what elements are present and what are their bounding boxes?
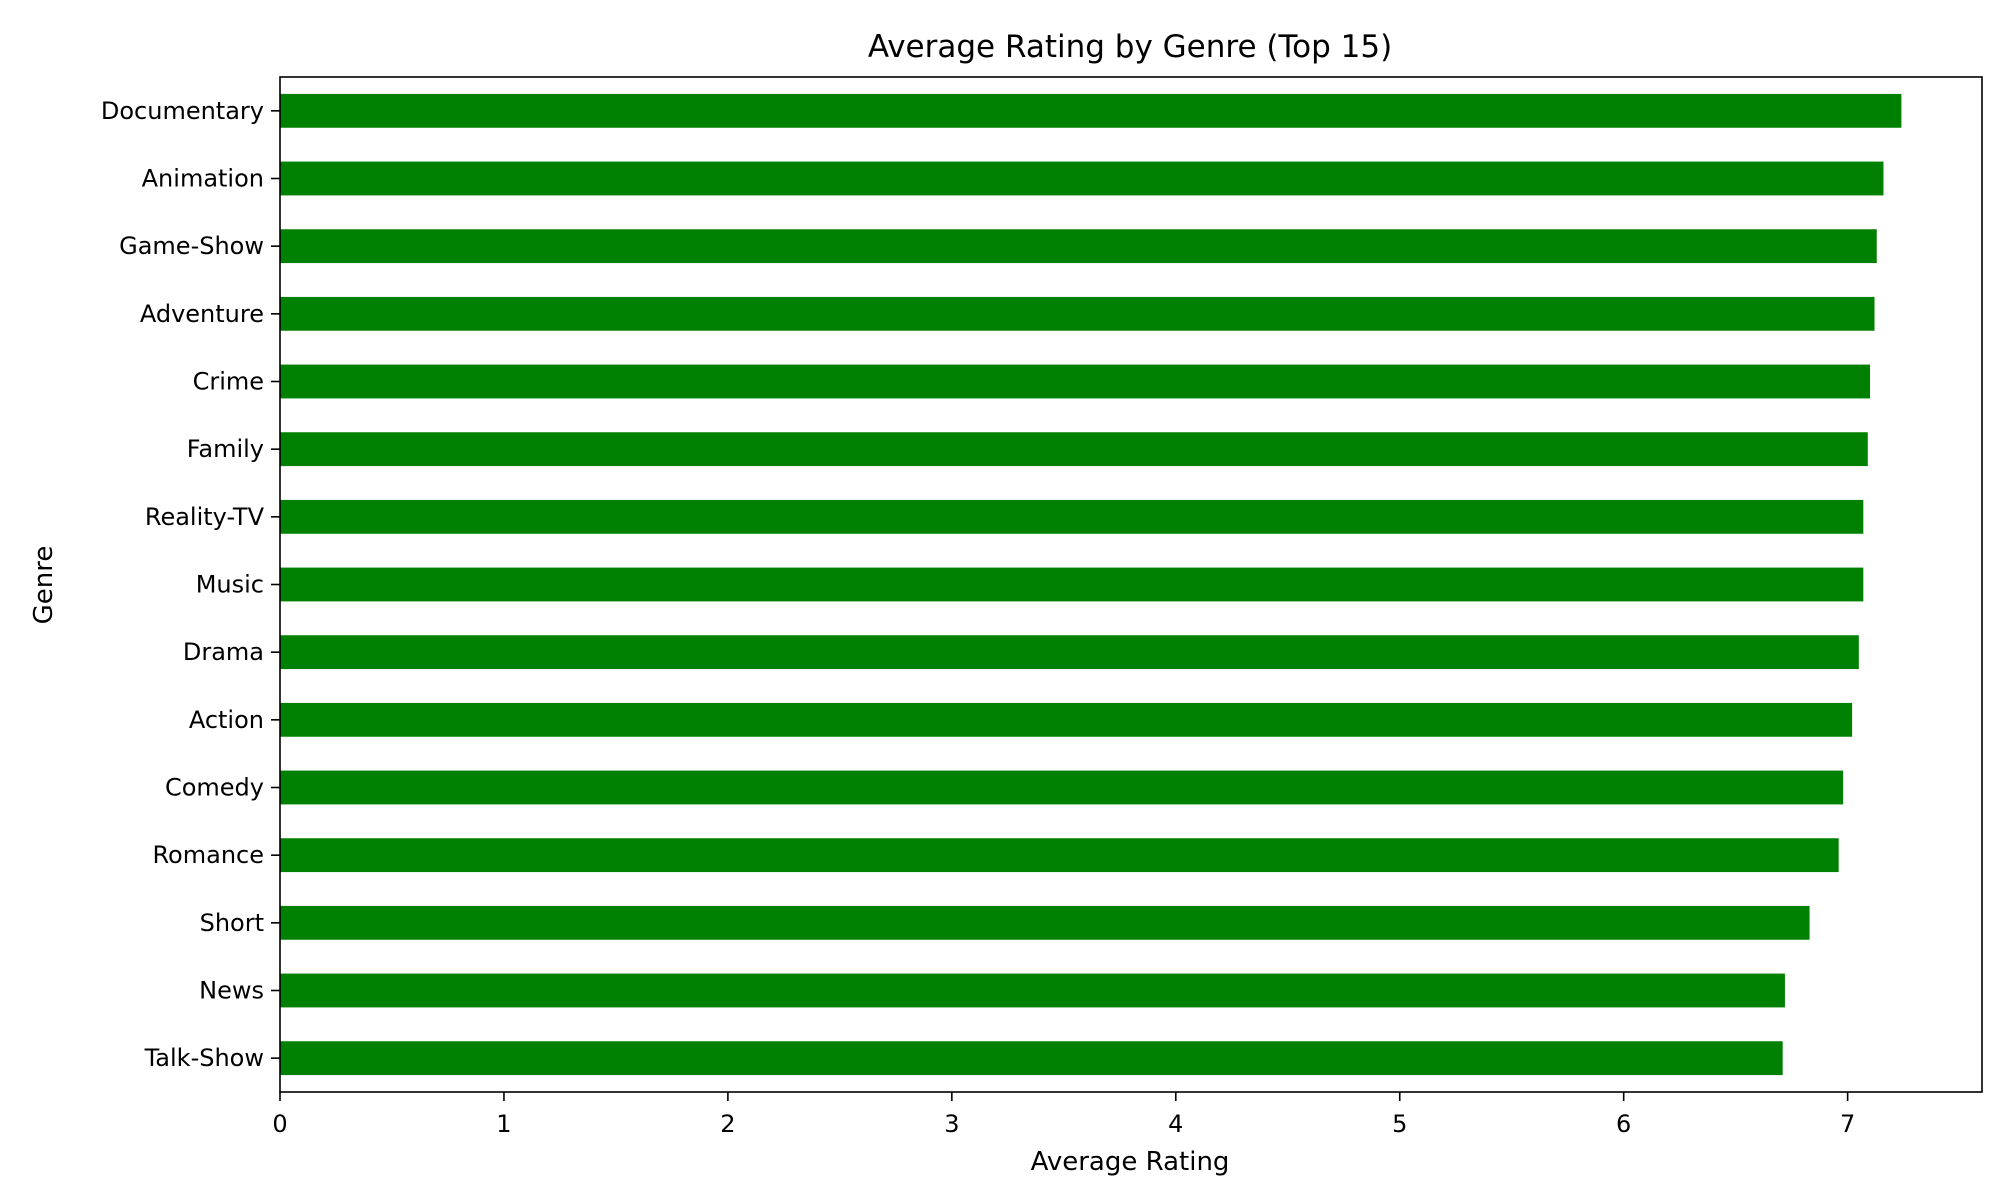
bar-talk-show	[280, 1041, 1783, 1076]
bar-game-show	[280, 229, 1877, 264]
y-axis-ticks: Documentary Animation Game-Show Adventure Cr…	[101, 97, 280, 1072]
y-tick-label: News	[199, 977, 264, 1005]
bar-animation	[280, 161, 1884, 196]
y-tick-label: Talk-Show	[144, 1044, 264, 1072]
x-axis-label: Average Rating	[1031, 1147, 1230, 1177]
y-tick-label: Romance	[152, 841, 264, 869]
x-tick-label: 7	[1840, 1110, 1855, 1138]
bar-reality-tv	[280, 499, 1864, 534]
y-tick-label: Short	[200, 909, 264, 937]
bar-romance	[280, 838, 1839, 873]
x-tick-label: 3	[944, 1110, 959, 1138]
y-axis-label: Genre	[29, 546, 59, 625]
x-tick-label: 6	[1616, 1110, 1631, 1138]
bar-drama	[280, 635, 1859, 670]
y-tick-label: Music	[196, 571, 264, 599]
y-tick-label: Animation	[142, 165, 264, 193]
bar-short	[280, 905, 1810, 940]
bar-news	[280, 973, 1785, 1008]
y-tick-label: Comedy	[165, 774, 264, 802]
x-tick-label: 5	[1392, 1110, 1407, 1138]
y-tick-label: Reality-TV	[145, 503, 265, 531]
y-tick-label: Action	[189, 706, 264, 734]
bar-comedy	[280, 770, 1844, 805]
y-tick-label: Drama	[183, 638, 264, 666]
bar-music	[280, 567, 1864, 602]
y-tick-label: Game-Show	[119, 232, 264, 260]
x-tick-label: 1	[496, 1110, 511, 1138]
bar-family	[280, 432, 1868, 467]
bar-crime	[280, 364, 1871, 399]
bar-documentary	[280, 93, 1902, 128]
x-tick-label: 2	[720, 1110, 735, 1138]
y-tick-label: Documentary	[101, 97, 264, 125]
plot-frame	[279, 76, 1983, 1093]
y-tick-label: Adventure	[140, 300, 264, 328]
x-tick-label: 0	[272, 1110, 287, 1138]
x-tick-label: 4	[1168, 1110, 1183, 1138]
bar-action	[280, 702, 1853, 737]
bars-group	[280, 93, 1902, 1076]
chart-title: Average Rating by Genre (Top 15)	[868, 29, 1392, 65]
x-axis-ticks: 0 1 2 3 4 5 6 7	[272, 1092, 1855, 1138]
y-tick-label: Family	[187, 435, 264, 463]
y-tick-label: Crime	[193, 368, 264, 396]
bar-adventure	[280, 296, 1875, 331]
